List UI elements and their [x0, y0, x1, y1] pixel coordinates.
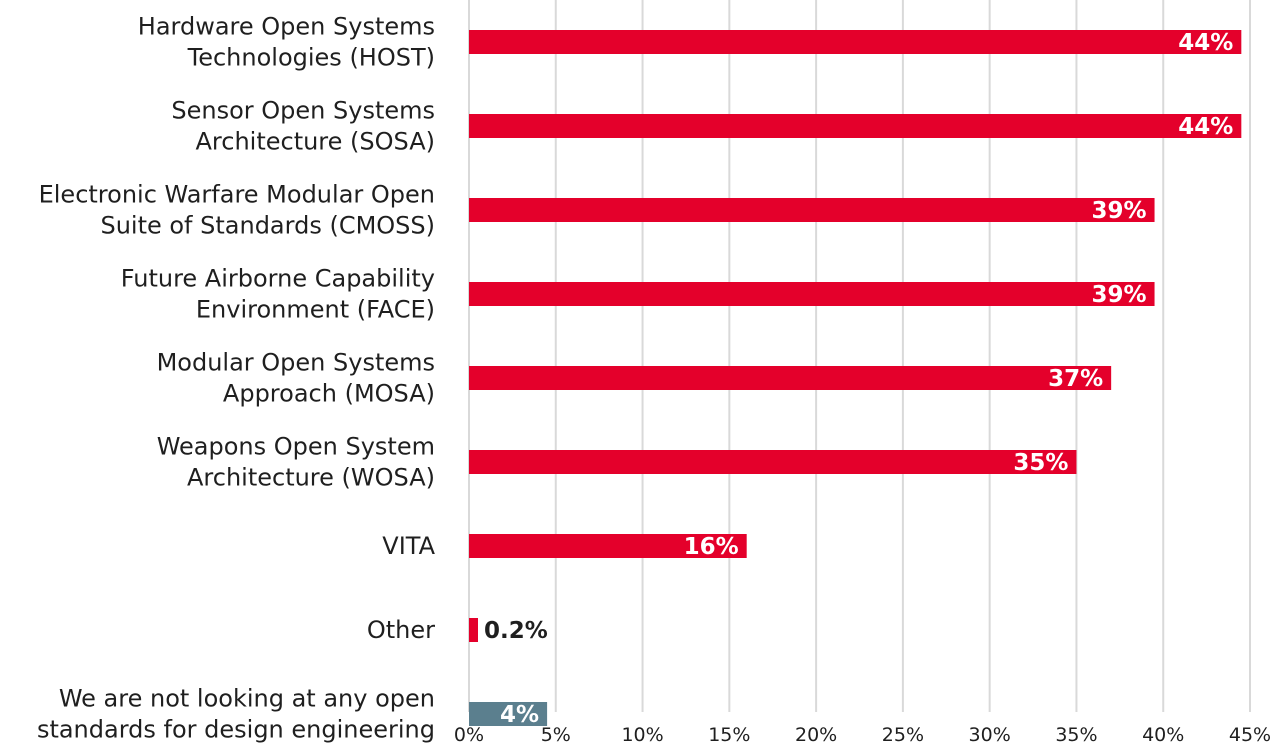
value-labels: 44% 44% 39% 39% 37% 35% 16% 0.2% 4%: [484, 30, 1233, 728]
category-labels: Hardware Open Systems Technologies (HOST)…: [37, 13, 436, 744]
bar: [469, 618, 478, 642]
bar: [469, 450, 1077, 474]
category-label: VITA: [382, 532, 435, 560]
x-tick-label: 25%: [882, 724, 924, 746]
x-tick-label: 40%: [1142, 724, 1184, 746]
category-label: Hardware Open Systems Technologies (HOST): [138, 13, 435, 72]
category-label: We are not looking at any open standards …: [37, 685, 435, 744]
bar: [469, 366, 1112, 390]
category-label: Future Airborne Capability Environment (F…: [121, 265, 435, 324]
bar: [469, 30, 1242, 54]
x-tick-label: 10%: [621, 724, 663, 746]
category-label: Electronic Warfare Modular Open Suite of …: [39, 181, 435, 240]
x-tick-label: 45%: [1229, 724, 1271, 746]
bar: [469, 534, 747, 558]
category-label: Modular Open Systems Approach (MOSA): [157, 349, 435, 408]
bar: [469, 198, 1155, 222]
gridlines: [468, 0, 1251, 712]
bar: [469, 702, 548, 726]
x-tick-label: 35%: [1055, 724, 1097, 746]
data-label: 39%: [1091, 282, 1146, 308]
data-label: 37%: [1048, 366, 1103, 392]
x-tick-label: 0%: [454, 724, 484, 746]
x-tick-label: 15%: [708, 724, 750, 746]
x-tick-label: 20%: [795, 724, 837, 746]
data-label: 0.2%: [484, 618, 548, 644]
x-axis-tick-labels: 0% 5% 10% 15% 20% 25% 30% 35% 40% 45%: [454, 724, 1271, 746]
data-label: 16%: [684, 534, 739, 560]
x-tick-label: 30%: [969, 724, 1011, 746]
bar: [469, 114, 1242, 138]
data-label: 35%: [1013, 450, 1068, 476]
category-label: Sensor Open Systems Architecture (SOSA): [171, 97, 435, 156]
data-label: 4%: [500, 702, 539, 728]
data-label: 44%: [1178, 30, 1233, 56]
bar: [469, 282, 1155, 306]
x-tick-label: 5%: [541, 724, 571, 746]
data-label: 44%: [1178, 114, 1233, 140]
category-label: Other: [367, 616, 435, 644]
category-label: Weapons Open System Architecture (WOSA): [157, 433, 435, 492]
data-label: 39%: [1091, 198, 1146, 224]
bars: [469, 30, 1242, 726]
